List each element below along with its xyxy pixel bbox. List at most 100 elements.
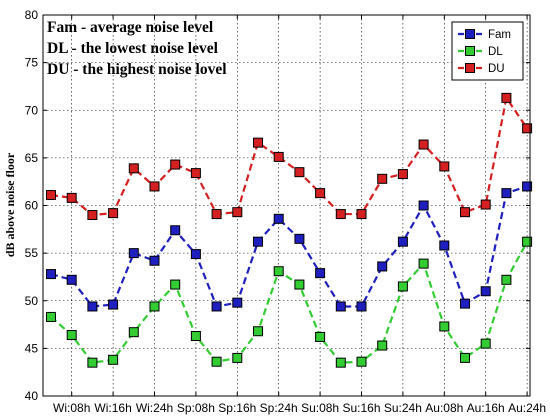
data-point bbox=[232, 297, 243, 308]
data-point bbox=[66, 330, 77, 341]
x-tick-label: Su:08h bbox=[301, 401, 339, 415]
series-du bbox=[46, 92, 533, 221]
series-dl bbox=[46, 236, 533, 368]
legend-marker bbox=[465, 46, 475, 56]
data-point bbox=[232, 207, 243, 218]
data-point bbox=[480, 286, 491, 297]
data-point bbox=[418, 258, 429, 269]
data-point bbox=[190, 330, 201, 341]
x-tick-label: Wi:24h bbox=[136, 401, 173, 415]
y-tick-label: 40 bbox=[25, 389, 39, 403]
data-point bbox=[170, 279, 181, 290]
data-point bbox=[480, 338, 491, 349]
data-point bbox=[253, 236, 263, 247]
legend-marker bbox=[465, 63, 475, 73]
data-point bbox=[170, 225, 181, 236]
legend: Fam DL DU bbox=[451, 21, 524, 81]
data-point bbox=[439, 321, 450, 332]
data-point bbox=[335, 357, 346, 368]
data-point bbox=[149, 255, 160, 266]
data-point bbox=[356, 301, 367, 312]
data-point bbox=[315, 331, 326, 342]
data-point bbox=[273, 266, 284, 277]
legend-label: DU bbox=[488, 63, 505, 75]
data-point bbox=[108, 208, 119, 219]
data-point bbox=[315, 268, 326, 279]
y-tick-label: 55 bbox=[25, 246, 39, 260]
y-tick-label: 50 bbox=[25, 294, 39, 308]
data-point bbox=[87, 357, 98, 368]
data-point bbox=[66, 274, 77, 285]
data-point bbox=[273, 213, 284, 224]
series-line bbox=[50, 185, 528, 308]
annotation-line: DL - the lowest noise level bbox=[47, 40, 219, 57]
data-point bbox=[460, 207, 470, 218]
data-point bbox=[397, 236, 408, 247]
data-point bbox=[418, 200, 429, 211]
y-tick-label: 45 bbox=[25, 341, 39, 355]
data-point bbox=[501, 188, 512, 199]
legend-label: DL bbox=[488, 46, 503, 58]
data-point bbox=[170, 159, 181, 170]
data-point bbox=[253, 326, 263, 337]
annotation-line: DU - the highest noise lovel bbox=[47, 61, 227, 78]
data-point bbox=[460, 298, 470, 309]
data-point bbox=[335, 301, 346, 312]
data-point bbox=[522, 236, 533, 247]
data-point bbox=[108, 299, 119, 310]
x-tick-label: Au:16h bbox=[467, 401, 505, 415]
annotation-line: Fam - average noise level bbox=[47, 19, 214, 36]
data-point bbox=[418, 139, 429, 150]
data-point bbox=[294, 233, 305, 244]
data-point bbox=[46, 311, 56, 322]
x-tick-label: Su:24h bbox=[384, 401, 422, 415]
series-layer bbox=[46, 92, 533, 368]
y-tick-label: 60 bbox=[25, 199, 39, 213]
data-point bbox=[460, 352, 470, 363]
data-point bbox=[66, 192, 77, 203]
data-point bbox=[397, 281, 408, 292]
x-tick-label: Sp:16h bbox=[218, 401, 256, 415]
data-point bbox=[397, 169, 408, 180]
data-point bbox=[356, 209, 367, 220]
x-tick-label: Sp:08h bbox=[177, 401, 215, 415]
data-point bbox=[211, 301, 222, 312]
legend-entry: DU bbox=[458, 63, 505, 75]
data-point bbox=[149, 181, 160, 192]
annotation-block: Fam - average noise level DL - the lowest… bbox=[47, 19, 227, 78]
data-point bbox=[501, 274, 512, 285]
data-point bbox=[108, 354, 119, 365]
axis-ticks: 40 45 50 55 60 65 70 75 80 Wi:08h Wi:16h Wi:24h Sp:0… bbox=[25, 8, 546, 415]
x-tick-label: Sp:24h bbox=[260, 401, 298, 415]
series-line bbox=[50, 95, 529, 217]
data-point bbox=[294, 167, 305, 178]
data-point bbox=[377, 173, 388, 184]
legend-entry: DL bbox=[458, 46, 503, 58]
data-point bbox=[480, 199, 491, 210]
y-tick-label: 70 bbox=[25, 103, 39, 117]
data-point bbox=[232, 352, 243, 363]
data-point bbox=[128, 327, 139, 338]
x-tick-label: Wi:16h bbox=[94, 401, 131, 415]
legend-marker bbox=[465, 29, 475, 39]
y-tick-label: 65 bbox=[25, 151, 39, 165]
y-tick-label: 80 bbox=[25, 8, 39, 22]
data-point bbox=[356, 356, 367, 367]
data-point bbox=[273, 151, 284, 162]
data-point bbox=[439, 240, 450, 251]
y-axis-label: dB above noise floor bbox=[3, 152, 17, 257]
data-point bbox=[377, 340, 388, 351]
series-fam bbox=[46, 181, 533, 312]
data-point bbox=[522, 123, 533, 134]
data-point bbox=[335, 209, 346, 220]
data-point bbox=[501, 92, 512, 103]
data-point bbox=[211, 209, 222, 220]
data-point bbox=[253, 137, 263, 148]
x-tick-label: Au:24h bbox=[508, 401, 546, 415]
data-point bbox=[87, 301, 98, 312]
data-point bbox=[439, 161, 450, 172]
data-point bbox=[190, 249, 201, 260]
x-tick-label: Au:08h bbox=[425, 401, 463, 415]
x-tick-label: Wi:08h bbox=[53, 401, 90, 415]
data-point bbox=[190, 168, 201, 179]
